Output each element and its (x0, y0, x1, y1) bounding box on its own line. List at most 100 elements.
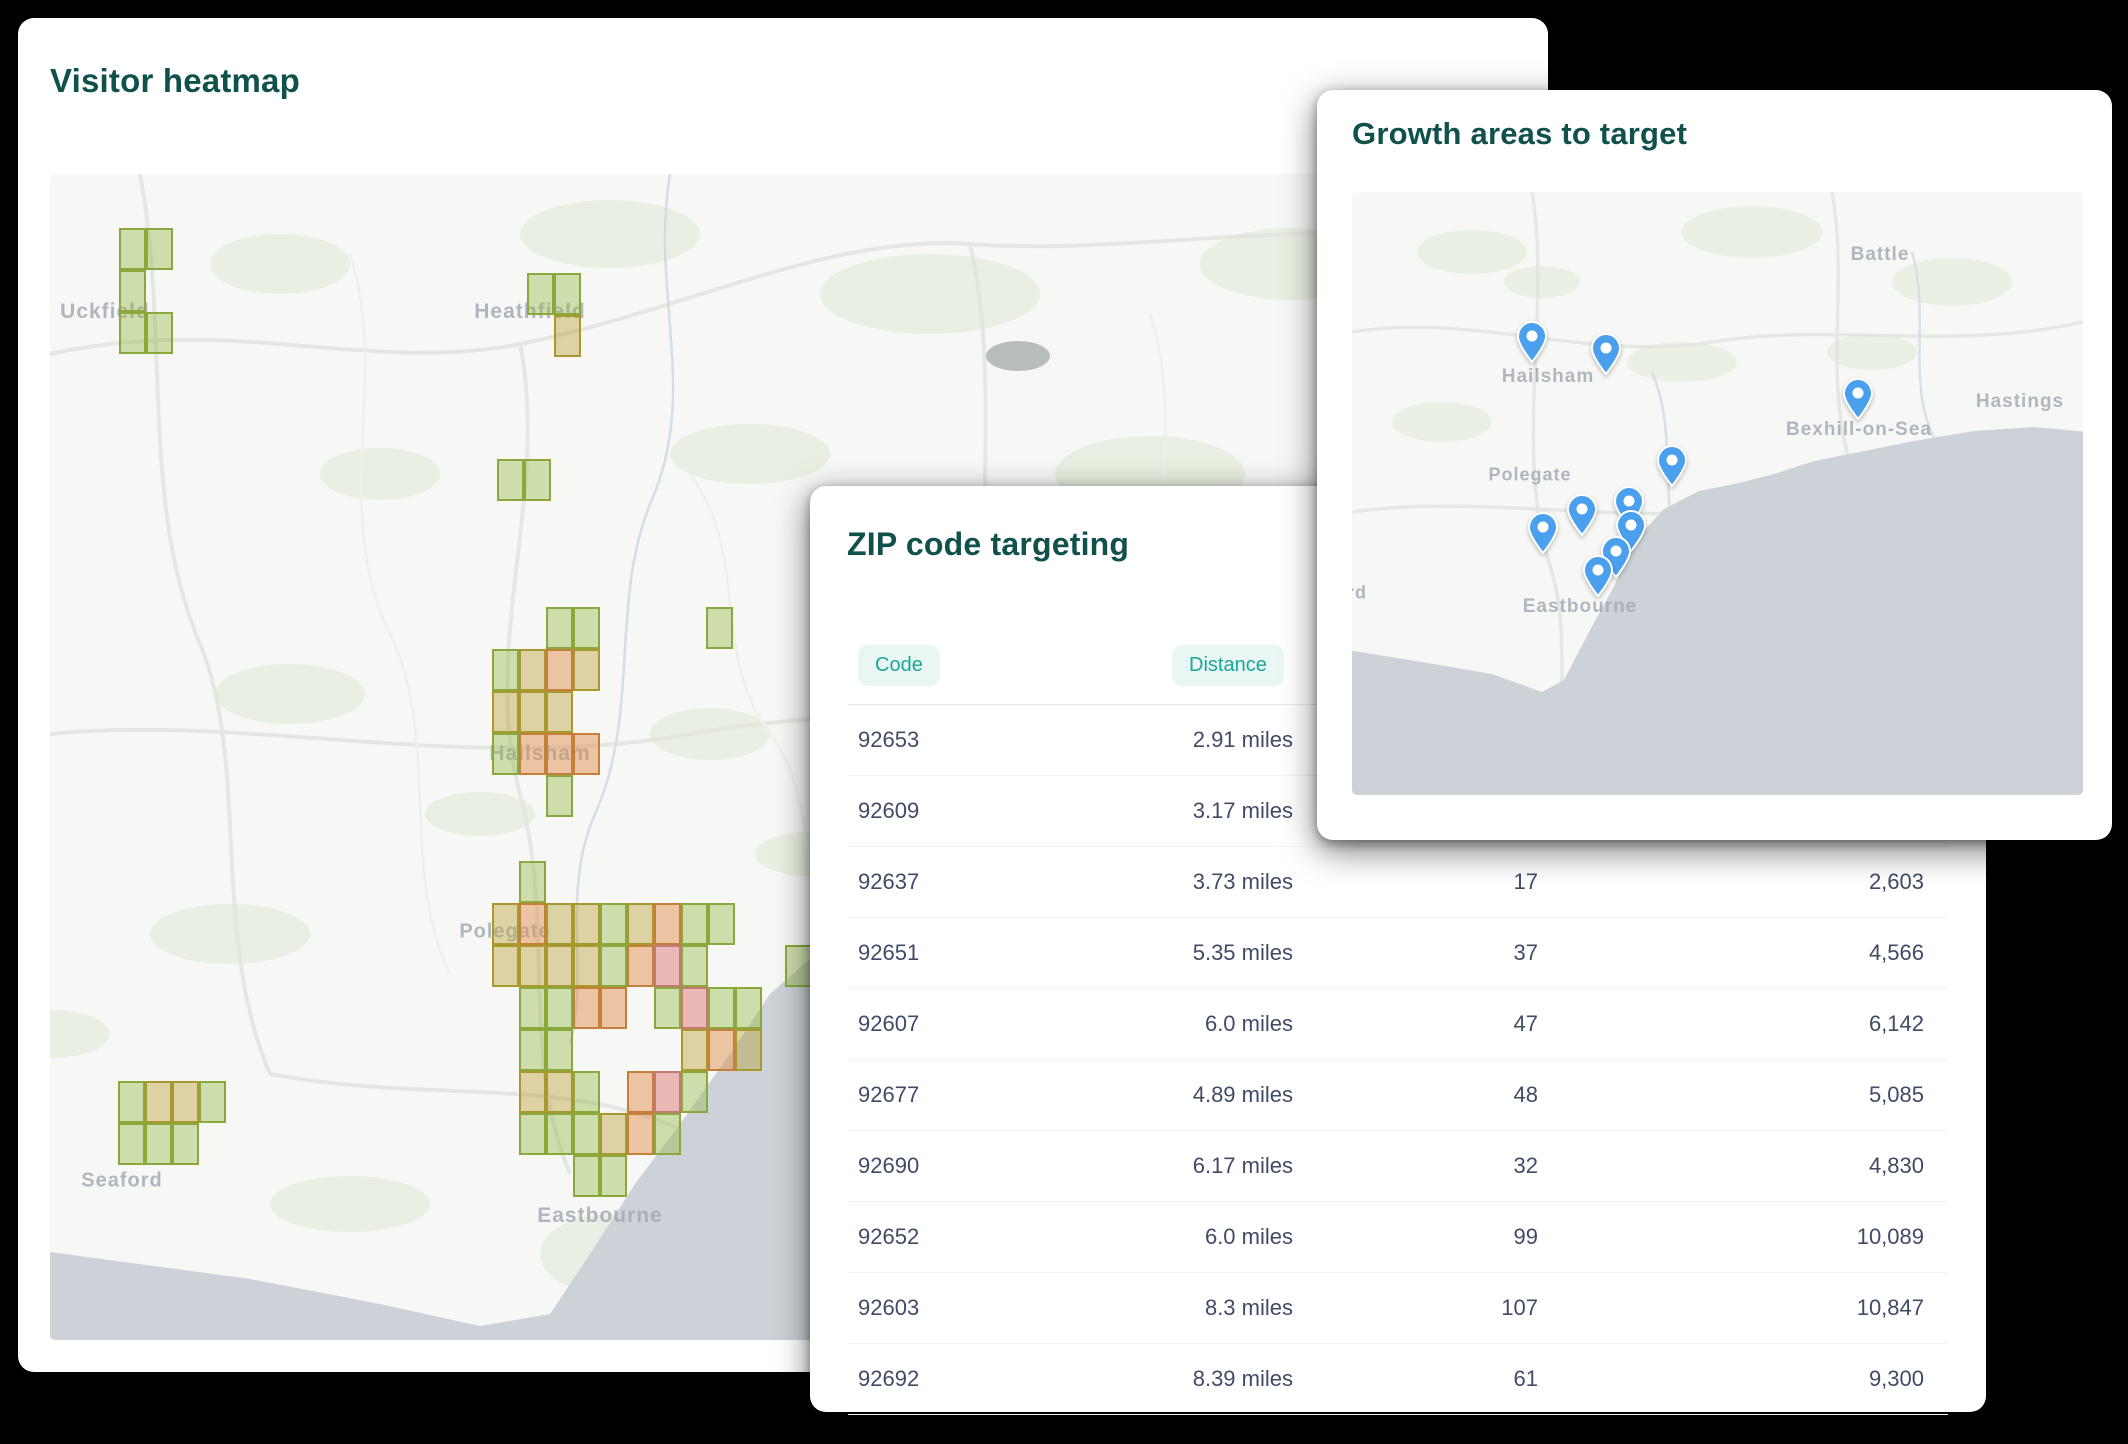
heatmap-cell (681, 1029, 708, 1071)
heatmap-cell (519, 861, 546, 903)
map-pin-icon[interactable] (1843, 378, 1873, 420)
heatmap-cell (654, 987, 681, 1029)
distance-cell: 2.91 miles (1192, 727, 1293, 752)
heatmap-cell (118, 1081, 145, 1123)
town-label-eastbourne: Eastbourne (537, 1204, 663, 1227)
zip-code-cell: 92653 (858, 727, 920, 752)
heatmap-cell (681, 945, 708, 987)
map-pin-icon[interactable] (1657, 445, 1687, 487)
heatmap-cell (573, 945, 600, 987)
heatmap-cell (554, 273, 581, 315)
zip-table-header-code[interactable]: Code (858, 645, 940, 686)
town-label-seaford: Seaford (1352, 582, 1368, 603)
heatmap-cell (573, 1113, 600, 1155)
distance-cell: 4.89 miles (1192, 1082, 1293, 1107)
map-pin-icon[interactable] (1583, 555, 1613, 597)
metric2-cell: 6,142 (1868, 1011, 1924, 1036)
metric1-cell: 17 (1513, 869, 1538, 894)
heatmap-cell (146, 228, 173, 270)
zip-table-row: 92651 5.35 miles 37 4,566 (848, 918, 1948, 989)
distance-cell: 6.17 miles (1192, 1153, 1293, 1178)
heatmap-cell (708, 987, 735, 1029)
heatmap-cell (519, 945, 546, 987)
town-label-eastbourne: Eastbourne (1522, 596, 1638, 617)
heatmap-cell (735, 987, 762, 1029)
heatmap-cell (546, 1113, 573, 1155)
heatmap-cell (706, 607, 733, 649)
heatmap-cell (519, 1113, 546, 1155)
zip-code-cell: 92651 (858, 940, 920, 965)
heatmap-cell (627, 945, 654, 987)
growth-areas-title: Growth areas to target (1352, 116, 1688, 151)
heatmap-cell (546, 775, 573, 817)
map-pin-icon[interactable] (1517, 321, 1547, 363)
heatmap-cell (519, 733, 546, 775)
metric1-cell: 32 (1513, 1153, 1538, 1178)
heatmap-cell (492, 733, 519, 775)
heatmap-cell (627, 1113, 654, 1155)
heatmap-cell (519, 649, 546, 691)
metric1-cell: 107 (1501, 1295, 1538, 1320)
heatmap-cell (600, 987, 627, 1029)
heatmap-cell (172, 1081, 199, 1123)
zip-code-cell: 92637 (858, 869, 920, 894)
heatmap-cell (527, 273, 554, 315)
metric2-cell: 9,300 (1868, 1366, 1924, 1391)
heatmap-cell (681, 903, 708, 945)
distance-cell: 6.0 miles (1204, 1011, 1293, 1036)
heatmap-cell (145, 1123, 172, 1165)
heatmap-cell (627, 903, 654, 945)
heatmap-cell (627, 1071, 654, 1113)
zip-table-row: 92692 8.39 miles 61 9,300 (848, 1344, 1948, 1415)
map-pin-icon[interactable] (1591, 333, 1621, 375)
zip-code-cell: 92607 (858, 1011, 920, 1036)
zip-table-row: 92652 6.0 miles 99 10,089 (848, 1202, 1948, 1273)
heatmap-cell (546, 987, 573, 1029)
zip-table: 92653 2.91 miles 92609 3.17 miles 92637 3.73 … (848, 704, 1948, 1415)
map-pin-icon[interactable] (1528, 512, 1558, 554)
heatmap-cell (600, 945, 627, 987)
distance-cell: 8.3 miles (1204, 1295, 1293, 1320)
heatmap-cell (118, 1123, 145, 1165)
heatmap-cell (600, 1113, 627, 1155)
zip-code-cell: 92690 (858, 1153, 920, 1178)
distance-cell: 6.0 miles (1204, 1224, 1293, 1249)
map-pin-icon[interactable] (1567, 494, 1597, 536)
heatmap-cell (519, 903, 546, 945)
heatmap-cell (573, 649, 600, 691)
town-label-uckfield: Uckfield (60, 300, 150, 323)
town-label-hailsham: Hailsham (1501, 366, 1595, 387)
heatmap-cell (654, 945, 681, 987)
heatmap-cell (519, 1029, 546, 1071)
metric2-cell: 10,847 (1856, 1295, 1924, 1320)
metric2-cell: 2,603 (1868, 869, 1924, 894)
heatmap-cell (519, 987, 546, 1029)
heatmap-cell (492, 945, 519, 987)
heatmap-cell (554, 315, 581, 357)
metric1-cell: 99 (1513, 1224, 1538, 1249)
town-label-seaford: Seaford (81, 1169, 163, 1192)
heatmap-cell (546, 607, 573, 649)
heatmap-cell (492, 649, 519, 691)
heatmap-cell (546, 649, 573, 691)
metric2-cell: 10,089 (1856, 1224, 1924, 1249)
zip-table-row: 92637 3.73 miles 17 2,603 (848, 847, 1948, 918)
metric2-cell: 4,830 (1868, 1153, 1924, 1178)
metric1-cell: 48 (1513, 1082, 1538, 1107)
zip-code-cell: 92677 (858, 1082, 920, 1107)
distance-cell: 5.35 miles (1192, 940, 1293, 965)
heatmap-cell (573, 987, 600, 1029)
distance-cell: 3.17 miles (1192, 798, 1293, 823)
zip-table-row: 92609 3.17 miles (848, 776, 1948, 847)
heatmap-cell (681, 1071, 708, 1113)
heatmap-cell (600, 1155, 627, 1197)
heatmap-cell (573, 607, 600, 649)
heatmap-cell (600, 903, 627, 945)
heatmap-cell (785, 945, 812, 987)
zip-code-cell: 92692 (858, 1366, 920, 1391)
metric1-cell: 47 (1513, 1011, 1538, 1036)
zip-targeting-title: ZIP code targeting (847, 526, 1130, 562)
growth-areas-map[interactable]: Battle Hailsham Hastings Bexhill-on-Sea Pole… (1352, 192, 2083, 795)
zip-table-header-distance[interactable]: Distance (1172, 645, 1284, 686)
